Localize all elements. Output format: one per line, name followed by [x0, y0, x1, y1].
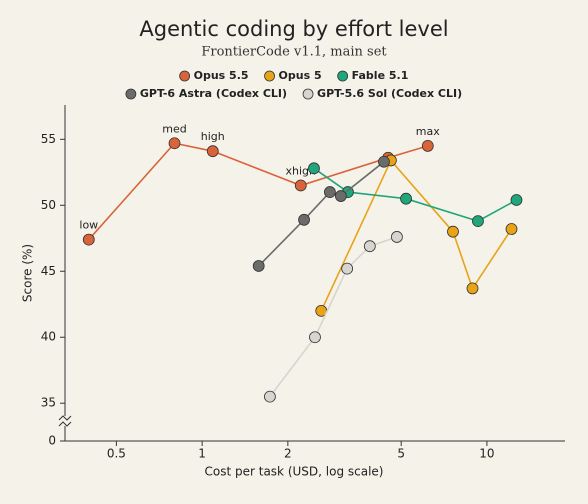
data-point: [252, 260, 265, 272]
point-label: med: [162, 122, 186, 135]
data-point: [505, 223, 518, 235]
y-tick-label: 35: [41, 396, 56, 410]
y-tick-label: 45: [41, 264, 56, 278]
legend-label: GPT-6 Astra (Codex CLI): [140, 87, 287, 100]
y-tick-label: 55: [41, 132, 56, 146]
legend-marker: [337, 70, 349, 82]
data-point: [264, 390, 276, 403]
data-point: [168, 137, 181, 150]
legend-label: GPT-5.6 Sol (Codex CLI): [317, 87, 462, 100]
data-point: [308, 162, 320, 175]
y-tick-label: 0: [48, 434, 56, 448]
data-point: [334, 190, 347, 202]
legend-marker: [264, 70, 275, 82]
data-point: [466, 282, 479, 295]
data-point: [341, 262, 354, 275]
axis-break: [58, 415, 72, 427]
data-point: [447, 225, 459, 238]
y-axis-label: Score (%): [21, 244, 35, 302]
chart-title: Agentic coding by effort level: [139, 17, 448, 41]
data-point: [400, 192, 412, 205]
series-line: [88, 142, 429, 241]
x-tick-label: 10: [479, 447, 494, 461]
x-tick-label: 1: [198, 447, 206, 461]
point-label: max: [416, 125, 440, 138]
x-tick-label: 0.5: [107, 447, 126, 461]
data-point: [82, 233, 95, 246]
data-point: [472, 215, 484, 228]
legend-label: Fable 5.1: [352, 69, 409, 82]
data-point: [510, 194, 523, 206]
chart-subtitle: FrontierCode v1.1, main set: [201, 45, 387, 60]
data-point: [298, 213, 310, 226]
point-label: high: [201, 130, 225, 143]
data-point: [206, 145, 219, 158]
series-line: [320, 158, 513, 312]
y-tick-label: 50: [41, 198, 56, 212]
legend-label: Opus 5.5: [194, 69, 249, 82]
data-point: [363, 240, 376, 253]
y-tick-label: 40: [41, 330, 56, 344]
data-point: [391, 231, 403, 243]
data-point: [324, 186, 336, 198]
legend-marker: [125, 88, 137, 100]
x-tick-label: 2: [284, 447, 292, 461]
data-point: [421, 140, 434, 152]
legend-label: Opus 5: [279, 69, 322, 82]
point-label: low: [79, 219, 98, 232]
legend-marker: [302, 88, 314, 100]
data-point: [378, 155, 390, 168]
data-point: [309, 331, 321, 344]
x-axis-label: Cost per task (USD, log scale): [205, 465, 384, 479]
x-tick-label: 5: [397, 447, 405, 461]
legend-marker: [179, 70, 191, 82]
data-point: [294, 179, 307, 192]
series-line: [269, 236, 398, 398]
